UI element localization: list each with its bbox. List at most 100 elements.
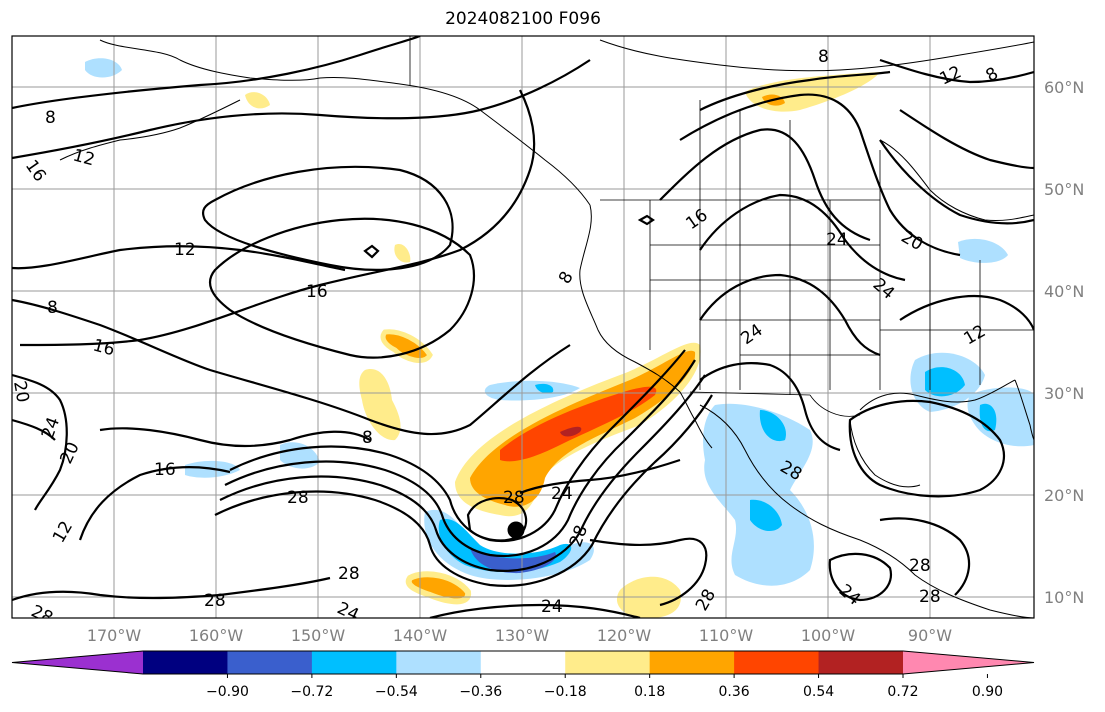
- colorbar-segment: [227, 651, 313, 674]
- contour-12-east: [679, 93, 961, 257]
- contour-diamond: [363, 244, 380, 259]
- canada-arctic: [599, 39, 1034, 72]
- aleutian-islands: [59, 99, 241, 161]
- colorbar-tick-label: −0.72: [290, 684, 334, 700]
- negative-area-great-lakes: [958, 238, 1008, 263]
- contour-storm-3: [219, 374, 706, 572]
- contour-label: 28: [204, 591, 226, 611]
- lon-label-140w: 140°W: [392, 626, 448, 645]
- contour-label: 12: [174, 240, 196, 260]
- contour-28-mexico: [879, 517, 971, 596]
- storm-center-marker: [507, 521, 525, 539]
- positive-blob-2: [359, 369, 401, 441]
- colorbar-segment: [649, 651, 735, 674]
- colorbar-segment: [818, 651, 904, 674]
- colorbar-segment: [143, 651, 228, 674]
- lat-label-20n: 20°N: [1044, 486, 1085, 505]
- lon-label-150w: 150°W: [290, 626, 346, 645]
- contour-label: 24: [826, 230, 848, 250]
- negative-area-gulf-cyan: [925, 367, 965, 397]
- colorbar-tick-label: 0.54: [802, 684, 835, 700]
- alaska-coast: [99, 39, 591, 206]
- contour-label: 8: [45, 108, 56, 128]
- contour-12-mid: [12, 245, 346, 272]
- contour-28-east-2: [699, 362, 841, 452]
- contour-12-gulf: [899, 294, 1034, 331]
- contour-label: 24: [334, 598, 362, 625]
- colorbar-tick-label: 0.36: [718, 684, 750, 700]
- contour-label: 8: [47, 298, 58, 318]
- political-borders: [409, 36, 1034, 417]
- contour-label: 28: [287, 488, 309, 508]
- gulf-coast: [859, 379, 1016, 411]
- contour-label: 16: [154, 460, 176, 480]
- colorbar-tick-label: −0.18: [543, 684, 587, 700]
- lat-label-50n: 50°N: [1044, 180, 1085, 199]
- lon-label-90w: 90°W: [907, 626, 953, 645]
- map-title: 2024082100 F096: [445, 9, 601, 29]
- contour-20-northeast: [879, 139, 1034, 225]
- contour-24-east: [699, 273, 881, 357]
- lat-label-60n: 60°N: [1044, 78, 1085, 97]
- negative-area-northwest: [85, 58, 122, 78]
- contour-label: 28: [909, 556, 931, 576]
- colorbar-tick-label: −0.36: [459, 684, 503, 700]
- positive-blob-7: [245, 92, 270, 109]
- positive-blob-1: [405, 571, 472, 605]
- negative-area-east-cyan-2: [759, 410, 786, 442]
- contour-8-loop-east: [828, 552, 893, 602]
- positive-band-darkred: [560, 426, 582, 437]
- contour-label: 28: [338, 564, 360, 584]
- contour-storm-4: [214, 394, 713, 587]
- contour-24-west: [12, 418, 56, 441]
- positive-blob-8: [394, 243, 411, 263]
- contour-16-east: [659, 128, 871, 242]
- lon-label-160w: 160°W: [188, 626, 244, 645]
- lat-label-10n: 10°N: [1044, 588, 1085, 607]
- contour-16-west: [19, 89, 536, 347]
- west-coast-north: [579, 204, 681, 393]
- colorbar: [11, 650, 1035, 678]
- colorbar-tick-label: −0.90: [205, 684, 249, 700]
- colorbar-segment: [565, 651, 651, 674]
- lon-label-110w: 110°W: [698, 626, 754, 645]
- map-background: [12, 36, 1034, 618]
- contour-16-sw: [99, 427, 371, 448]
- negative-area-baja: [484, 380, 580, 401]
- hudson-bay: [879, 139, 1034, 221]
- lon-label-170w: 170°W: [86, 626, 142, 645]
- contour-label: 24: [551, 484, 573, 504]
- contour-20-west: [12, 373, 68, 511]
- contour-value-labels: 8 12 16 12 16 8 16 20 24 20 16 12 28 28 …: [12, 47, 1002, 625]
- gulf-mexico-west: [849, 419, 921, 488]
- lat-label-30n: 30°N: [1044, 384, 1085, 403]
- contour-16-northeast: [899, 109, 1034, 170]
- lat-label-40n: 40°N: [1044, 282, 1085, 301]
- mexico-coast: [699, 404, 1034, 618]
- contour-12-sw: [78, 466, 231, 541]
- height-contours: [12, 36, 1034, 618]
- colorbar-segment: [311, 651, 397, 674]
- contour-12-northeast: [879, 58, 1034, 84]
- contour-28-east: [589, 537, 708, 607]
- map-frame: [11, 35, 1035, 619]
- contour-label: 8: [362, 428, 373, 448]
- contour-20-east: [699, 193, 906, 282]
- contour-12-loop: [201, 165, 454, 271]
- contour-label: 28: [919, 587, 941, 607]
- contour-24-gulf: [848, 399, 1005, 498]
- contour-storm-inner: [466, 497, 528, 542]
- contour-28-west: [12, 576, 331, 602]
- contour-24-south: [429, 603, 641, 618]
- contour-label: 16: [306, 282, 328, 302]
- colorbar-segment: [480, 651, 566, 674]
- colorbar-segment: [734, 651, 820, 674]
- contour-12-north: [12, 59, 591, 160]
- contour-label: 24: [541, 597, 563, 617]
- contour-storm-2: [224, 359, 696, 558]
- negative-area-east-cyan: [750, 499, 782, 532]
- contour-8-east: [699, 70, 891, 111]
- contour-16-loop: [208, 217, 475, 359]
- positive-blob-3: [380, 329, 433, 363]
